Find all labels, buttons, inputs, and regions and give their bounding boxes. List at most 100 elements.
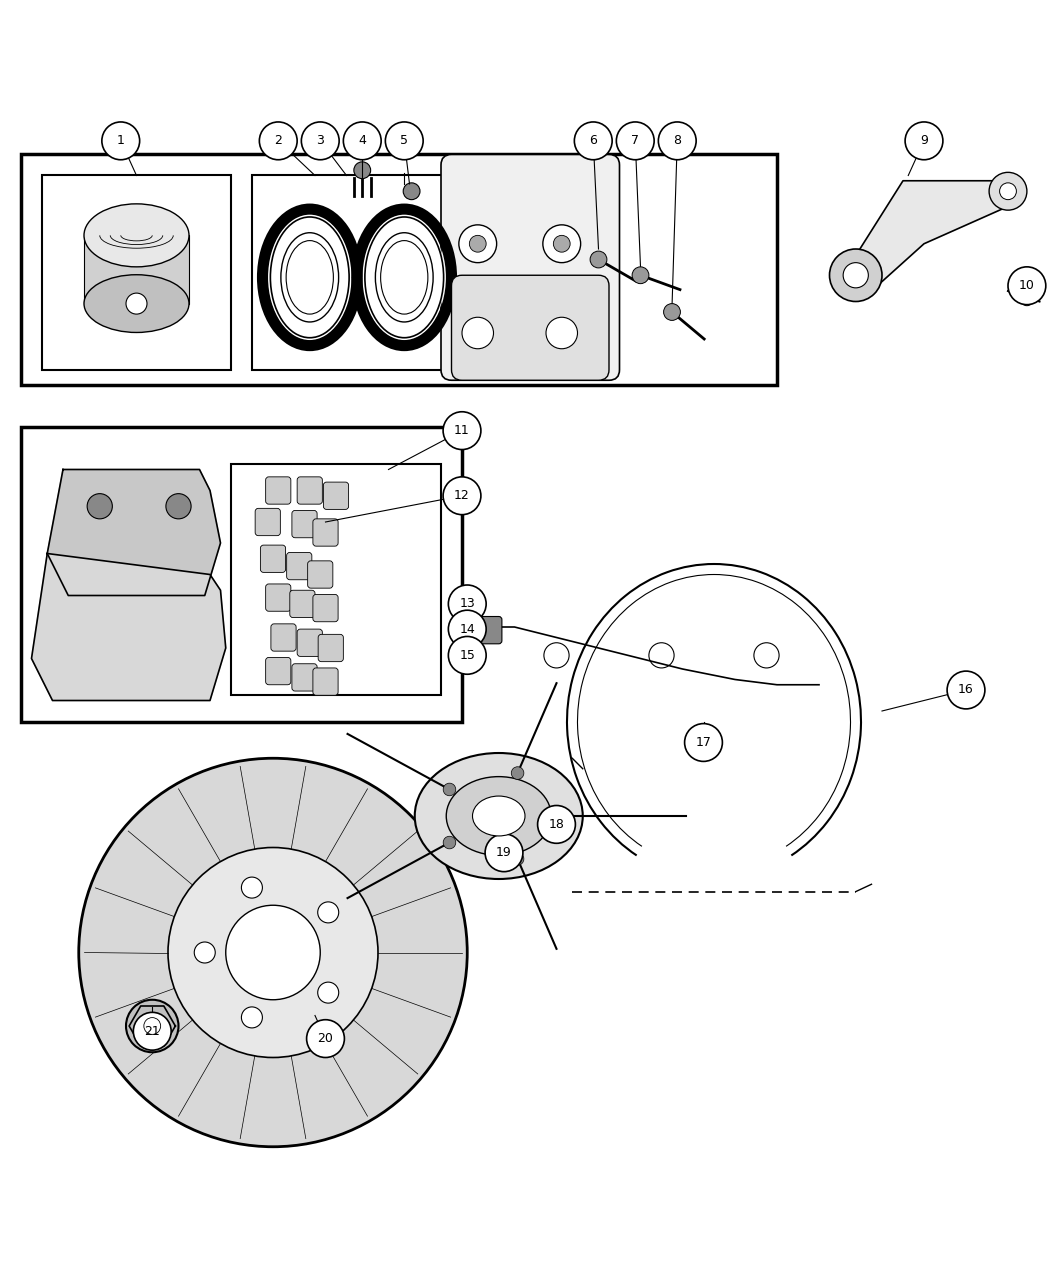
Circle shape [318,901,339,923]
Text: 14: 14 [460,622,475,636]
Circle shape [843,263,868,288]
Text: 2: 2 [274,134,282,148]
Ellipse shape [84,274,189,333]
Text: 3: 3 [316,134,324,148]
Circle shape [664,303,680,320]
Circle shape [403,182,420,200]
Circle shape [166,493,191,519]
Text: 6: 6 [589,134,597,148]
Bar [84,236,189,303]
Text: 11: 11 [454,425,470,437]
Circle shape [79,759,467,1146]
Text: 1: 1 [117,134,125,148]
Circle shape [511,853,524,866]
Ellipse shape [446,776,551,856]
Text: 18: 18 [548,817,565,831]
Text: 15: 15 [459,649,476,662]
Circle shape [469,236,486,252]
Circle shape [194,942,215,963]
Text: 4: 4 [358,134,366,148]
Circle shape [543,224,581,263]
FancyBboxPatch shape [287,552,312,580]
FancyBboxPatch shape [266,584,291,611]
Circle shape [448,636,486,674]
FancyBboxPatch shape [266,477,291,504]
Text: 21: 21 [145,1025,160,1038]
FancyBboxPatch shape [313,519,338,546]
Circle shape [443,783,456,796]
Text: 7: 7 [631,134,639,148]
Polygon shape [840,181,1018,291]
Text: 16: 16 [958,683,974,696]
Text: 8: 8 [673,134,681,148]
FancyBboxPatch shape [292,510,317,538]
Circle shape [485,834,523,872]
Text: 5: 5 [400,134,408,148]
FancyBboxPatch shape [318,635,343,662]
Circle shape [616,122,654,159]
Bar [231,464,441,695]
Polygon shape [47,469,220,595]
Text: 10: 10 [1018,279,1035,292]
Circle shape [301,122,339,159]
Ellipse shape [415,754,583,878]
Ellipse shape [472,796,525,836]
Bar [21,154,777,385]
FancyBboxPatch shape [255,509,280,536]
Text: 13: 13 [460,598,475,611]
Circle shape [632,266,649,283]
FancyBboxPatch shape [452,275,609,380]
FancyBboxPatch shape [266,658,291,685]
Circle shape [343,122,381,159]
Circle shape [1000,182,1016,200]
Circle shape [590,251,607,268]
FancyBboxPatch shape [313,594,338,622]
Circle shape [385,122,423,159]
Circle shape [354,162,371,179]
Text: 12: 12 [454,490,470,502]
Circle shape [144,1017,161,1034]
FancyBboxPatch shape [313,668,338,695]
Circle shape [259,122,297,159]
Circle shape [553,810,566,822]
FancyBboxPatch shape [297,629,322,657]
Circle shape [307,1020,344,1057]
FancyBboxPatch shape [459,617,502,644]
Circle shape [1021,293,1033,306]
Circle shape [242,1007,262,1028]
Circle shape [318,982,339,1003]
Circle shape [459,224,497,263]
Circle shape [168,848,378,1057]
Circle shape [574,122,612,159]
Text: 19: 19 [496,847,512,859]
Bar [252,176,452,370]
FancyBboxPatch shape [323,482,349,510]
Circle shape [443,477,481,515]
FancyBboxPatch shape [297,477,322,504]
Circle shape [87,493,112,519]
Circle shape [989,172,1027,210]
Circle shape [448,611,486,648]
Ellipse shape [84,204,189,266]
Circle shape [462,317,493,349]
Circle shape [126,293,147,314]
FancyBboxPatch shape [260,546,286,572]
FancyBboxPatch shape [271,623,296,652]
FancyBboxPatch shape [290,590,315,617]
Circle shape [133,1012,171,1051]
Circle shape [126,1000,178,1052]
Circle shape [443,412,481,450]
Circle shape [546,317,578,349]
Text: 17: 17 [695,736,712,748]
Polygon shape [32,553,226,700]
Text: 20: 20 [317,1031,334,1046]
Circle shape [102,122,140,159]
Circle shape [226,905,320,1000]
FancyBboxPatch shape [441,154,620,380]
FancyBboxPatch shape [308,561,333,588]
Circle shape [830,249,882,301]
Bar [21,427,462,722]
Circle shape [905,122,943,159]
Circle shape [448,585,486,622]
Bar [42,176,231,370]
